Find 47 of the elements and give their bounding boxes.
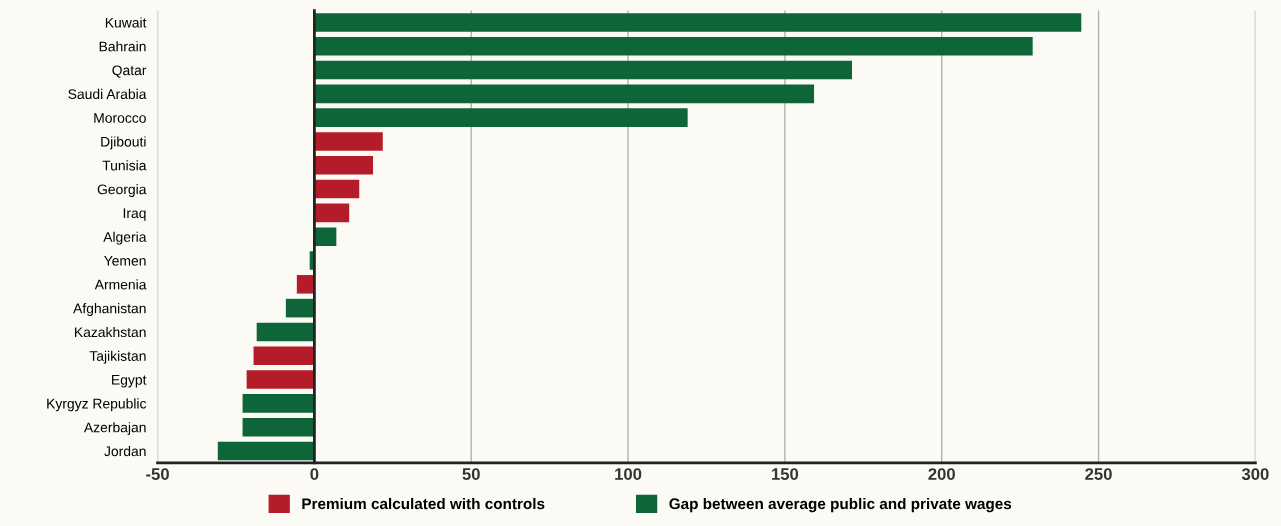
y-tick-label: Algeria: [103, 231, 147, 245]
bar: [314, 84, 815, 104]
bar: [256, 322, 315, 342]
x-tick-label: 150: [772, 468, 799, 480]
y-tick-label: Djibouti: [101, 136, 146, 150]
y-tick-label: Qatar: [112, 65, 147, 78]
y-tick-label: Egypt: [112, 375, 147, 388]
bar: [314, 203, 350, 223]
y-tick-label: Tajikistan: [89, 350, 146, 364]
y-tick-label: Azerbajan: [83, 422, 146, 436]
y-tick-label: Kyrgyz Republic: [47, 398, 147, 412]
legend-label: Premium calculated with controls: [302, 497, 545, 510]
bar: [242, 394, 315, 413]
x-tick-label: 200: [928, 468, 955, 480]
y-tick-label: Iraq: [123, 208, 146, 221]
bar: [314, 155, 374, 175]
bar: [314, 13, 1082, 32]
legend-label: Gap between average public and private wages: [669, 497, 1012, 513]
x-tick-label: 0: [310, 468, 319, 480]
bar: [314, 227, 337, 246]
bar: [242, 417, 315, 437]
x-tick-label: 250: [1085, 468, 1112, 480]
y-tick-label: Saudi Arabia: [68, 88, 147, 100]
y-tick-label: Jordan: [104, 445, 146, 457]
x-tick-label: 300: [1241, 468, 1269, 481]
bar: [314, 36, 1033, 56]
y-tick-label: Kazakhstan: [75, 326, 146, 338]
bar: [285, 298, 315, 318]
bar: [314, 60, 853, 80]
bar: [314, 179, 360, 199]
x-tick-label: 50: [462, 468, 480, 480]
bar: [314, 108, 688, 127]
bar: [246, 370, 315, 389]
y-tick-label: Kuwait: [105, 17, 147, 28]
y-tick-label: Yemen: [104, 255, 146, 266]
x-tick-label: -50: [146, 468, 169, 480]
y-tick-label: Morocco: [94, 113, 146, 123]
bar: [253, 346, 315, 366]
y-tick-label: Armenia: [94, 279, 147, 290]
y-tick-label: Georgia: [97, 184, 147, 197]
x-tick-label: 100: [615, 468, 642, 480]
y-tick-label: Tunisia: [102, 160, 147, 171]
bar: [296, 275, 315, 294]
bar: [217, 441, 315, 461]
bar: [314, 132, 383, 151]
y-tick-label: Afghanistan: [73, 303, 146, 317]
y-tick-label: Bahrain: [99, 41, 146, 52]
